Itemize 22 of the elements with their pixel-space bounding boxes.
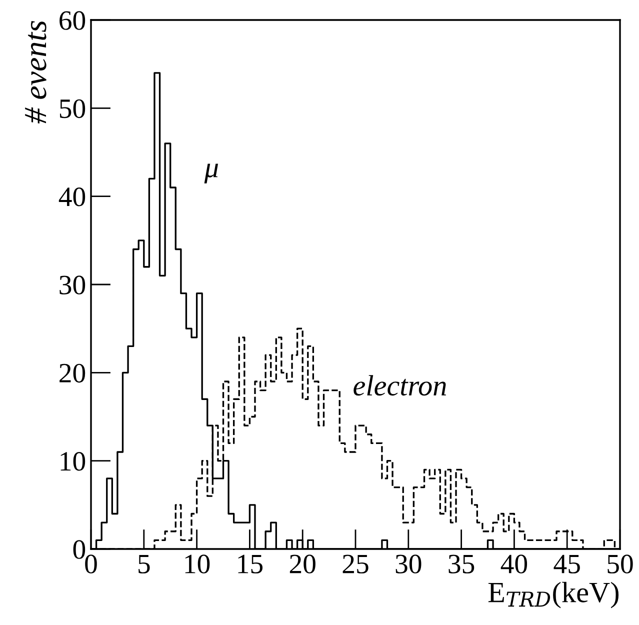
y-tick-label: 50 [60, 99, 86, 118]
x-axis-title: E$_{TRD}$(keV) [488, 582, 619, 608]
x-tick-label: 0 [85, 554, 97, 574]
x-tick-label: 20 [290, 554, 316, 574]
y-tick-label: 30 [60, 276, 86, 294]
y-tick-label: 0 [73, 540, 86, 559]
y-axis-title: # events [25, 20, 46, 124]
x-tick-label: 40 [500, 554, 528, 574]
x-tick-label: 25 [342, 554, 368, 574]
x-tick-label: 50 [608, 554, 633, 574]
x-tick-label: 30 [396, 554, 422, 574]
x-tick-label: 45 [554, 554, 580, 574]
series-label: electron [354, 375, 446, 396]
x-tick-label: 10 [185, 554, 210, 574]
series-label: μ [204, 164, 218, 184]
x-tick-label: 5 [138, 554, 150, 574]
y-tick-label: 40 [58, 188, 86, 206]
x-tick-label: 15 [238, 554, 263, 574]
x-tick-label: 35 [448, 554, 474, 574]
y-tick-label: 10 [60, 452, 86, 471]
y-tick-label: 60 [60, 11, 86, 30]
y-tick-label: 20 [60, 364, 86, 383]
